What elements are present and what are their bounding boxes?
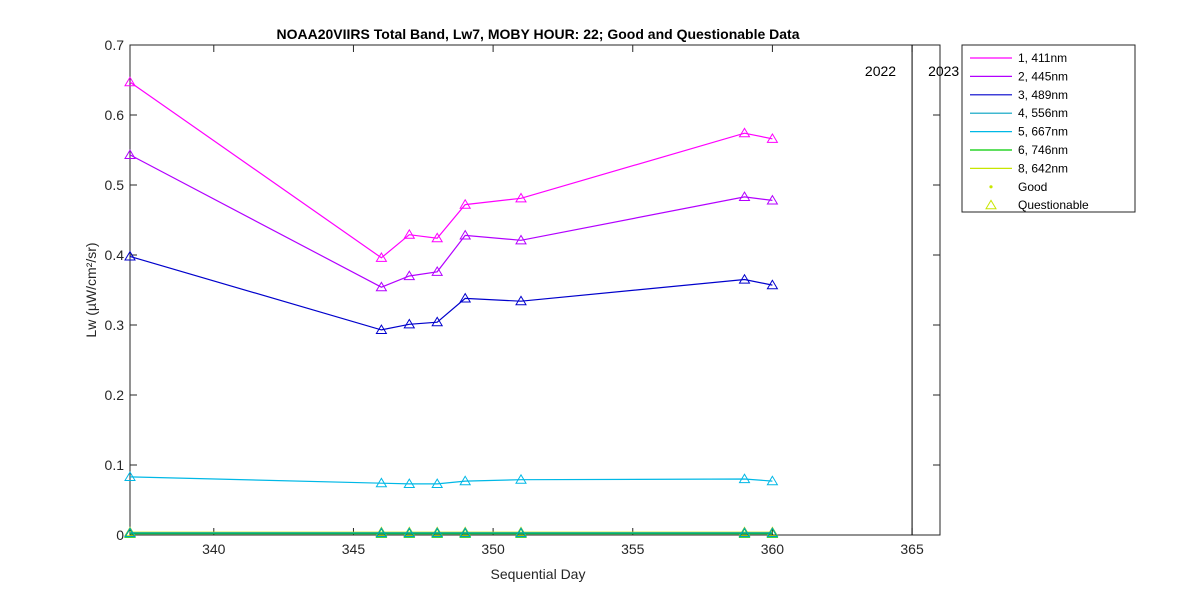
year-label-2022: 2022 <box>865 63 896 79</box>
y-tick-label: 0.2 <box>105 387 125 403</box>
data-point <box>375 324 388 334</box>
series-group <box>124 76 779 538</box>
y-tick-label: 0.1 <box>105 457 125 473</box>
data-point <box>431 266 444 276</box>
series-line <box>129 81 773 259</box>
data-point <box>431 478 444 488</box>
data-point <box>459 229 472 240</box>
data-point <box>515 192 527 203</box>
data-point <box>403 527 416 537</box>
series-3 <box>124 250 779 334</box>
data-point <box>375 252 388 262</box>
data-point <box>124 471 136 481</box>
data-point <box>766 194 779 205</box>
data-point <box>515 473 527 484</box>
x-axis-label: Sequential Day <box>491 566 586 582</box>
x-tick-labels: 340 345 350 355 360 365 <box>202 541 924 557</box>
legend-label: Good <box>1018 180 1047 194</box>
x-tick-label: 365 <box>900 541 924 557</box>
legend-label: 2, 445nm <box>1018 69 1068 83</box>
y-tick-label: 0.5 <box>105 177 125 193</box>
legend-label: 4, 556nm <box>1018 106 1068 120</box>
series-5 <box>124 471 779 488</box>
x-tick-label: 345 <box>342 541 366 557</box>
data-point <box>738 527 751 537</box>
data-point <box>738 473 751 484</box>
y-tick-label: 0.4 <box>105 247 125 263</box>
legend-label: Questionable <box>1018 198 1089 212</box>
y-axis-label: Lw (µW/cm²/sr) <box>83 242 99 337</box>
series-line <box>129 154 773 288</box>
data-point <box>459 527 472 537</box>
data-point <box>431 232 444 243</box>
data-point <box>766 475 779 486</box>
x-tick-label: 360 <box>761 541 785 557</box>
data-point <box>403 228 416 239</box>
year-divider: 2022 2023 <box>865 45 959 535</box>
legend-label: 3, 489nm <box>1018 88 1068 102</box>
data-point <box>738 191 751 201</box>
legend: 1, 411nm 2, 445nm 3, 489nm 4, 556nm 5, 667nm… <box>961 44 1136 213</box>
legend-label: 8, 642nm <box>1018 161 1068 175</box>
data-point <box>375 527 388 537</box>
data-point <box>431 527 444 537</box>
chart-title: NOAA20VIIRS Total Band, Lw7, MOBY HOUR: … <box>277 26 800 42</box>
x-tick-label: 340 <box>202 541 226 557</box>
data-point <box>459 292 472 303</box>
y-tick-label: 0 <box>116 527 124 543</box>
data-point <box>124 527 136 537</box>
data-point <box>515 527 527 537</box>
series-line <box>129 476 773 485</box>
data-point <box>515 234 527 245</box>
data-point <box>766 279 779 290</box>
data-point <box>375 281 388 292</box>
legend-label: 1, 411nm <box>1018 51 1067 65</box>
data-point <box>124 250 136 261</box>
legend-label: 5, 667nm <box>1018 125 1068 139</box>
data-point <box>403 270 416 281</box>
data-point <box>124 149 136 159</box>
series-4 <box>124 527 779 537</box>
legend-label: 6, 746nm <box>1018 143 1068 157</box>
series-2 <box>124 149 779 292</box>
legend-good-marker <box>989 185 993 189</box>
y-tick-labels: 0 0.1 0.2 0.3 0.4 0.5 0.6 0.7 <box>105 37 125 543</box>
plot-area <box>129 44 941 536</box>
data-point <box>459 198 472 209</box>
data-point <box>124 76 136 87</box>
legend-box <box>961 44 1136 213</box>
data-point <box>766 133 779 143</box>
data-point <box>431 316 444 327</box>
series-1 <box>124 76 779 262</box>
data-point <box>459 475 472 486</box>
data-point <box>403 318 416 329</box>
data-point <box>375 477 388 488</box>
x-tick-label: 350 <box>481 541 505 557</box>
y-tick-label: 0.3 <box>105 317 125 333</box>
legend-questionable-marker <box>985 199 997 210</box>
data-point <box>738 273 751 284</box>
data-point <box>738 127 751 138</box>
y-tick-label: 0.6 <box>105 107 125 123</box>
series-line <box>129 255 773 331</box>
y-tick-label: 0.7 <box>105 37 125 53</box>
data-point <box>766 527 779 537</box>
x-tick-label: 355 <box>621 541 645 557</box>
year-label-2023: 2023 <box>928 63 959 79</box>
data-point <box>403 478 416 488</box>
data-point <box>515 295 527 306</box>
